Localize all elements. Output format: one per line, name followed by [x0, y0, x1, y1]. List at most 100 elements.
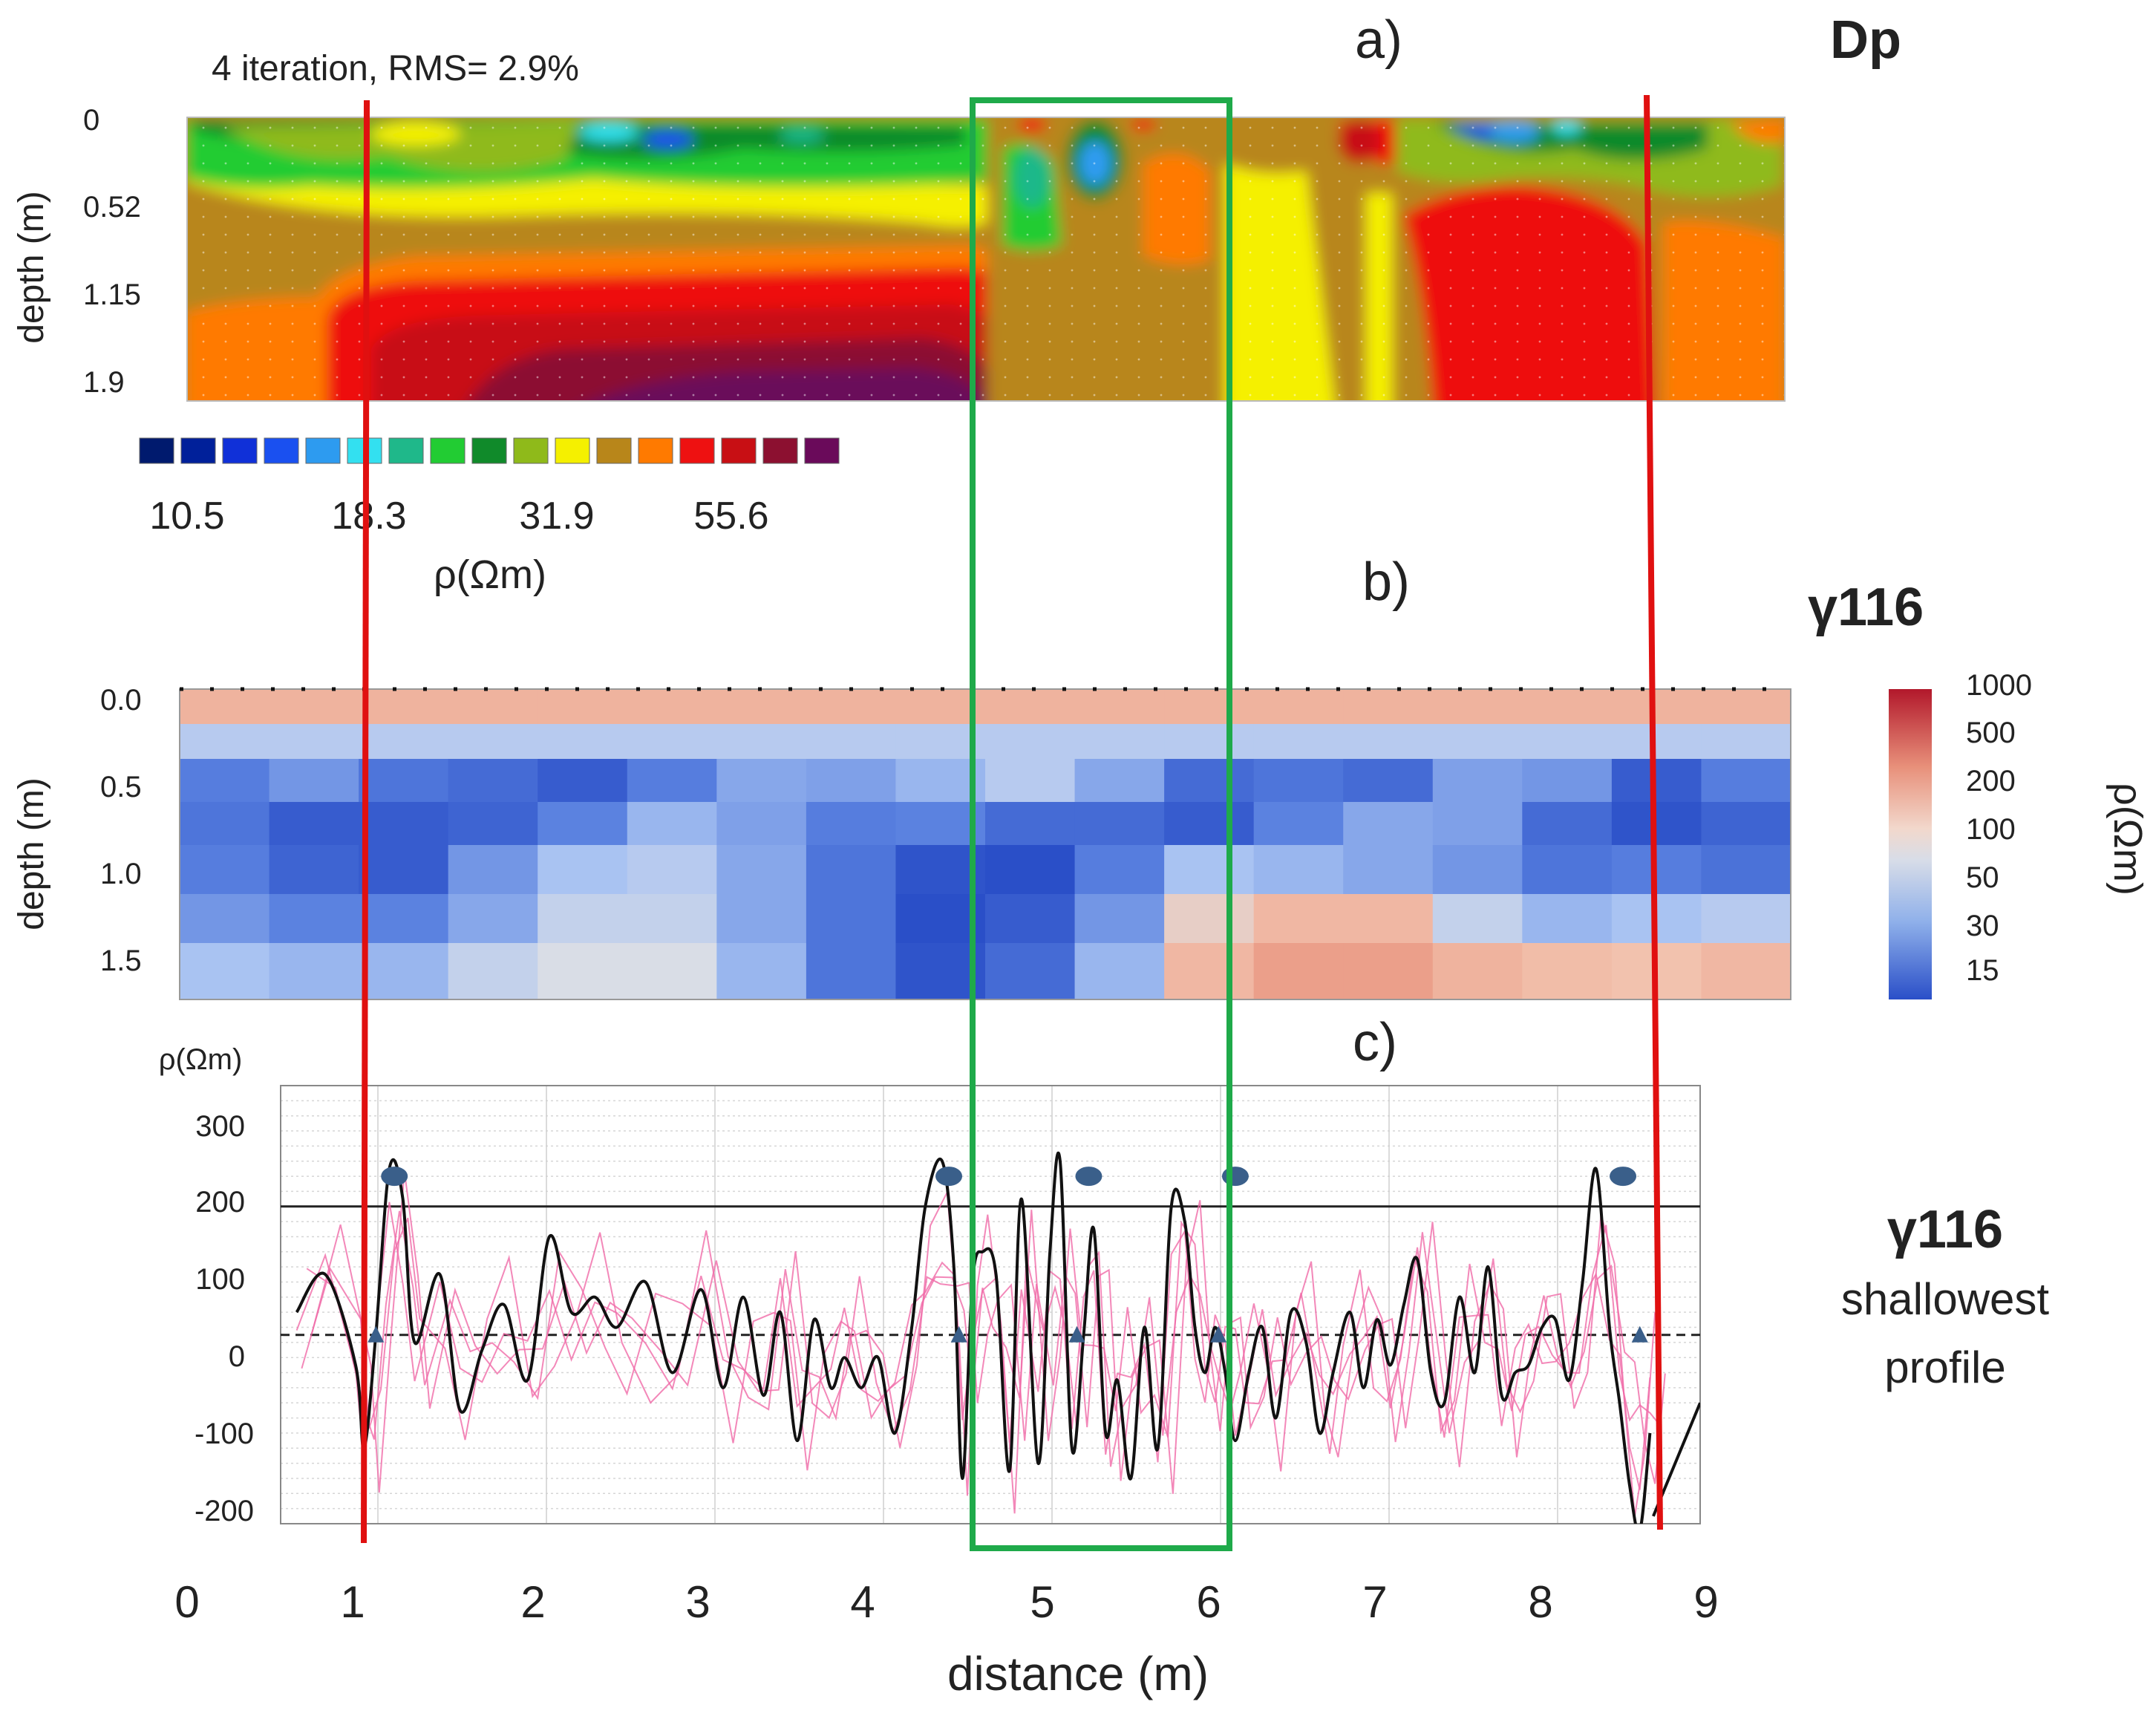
heatmap-cell — [716, 894, 807, 944]
crossing-marker-triangle — [950, 1325, 967, 1343]
panel-c-x-ticks: 0 1 2 3 4 5 6 7 8 9 — [174, 1577, 1718, 1627]
series-line-shallowest-profile — [295, 1151, 1652, 1524]
legend-swatch — [721, 437, 757, 464]
legend-swatch — [555, 437, 590, 464]
panel-a-tag: a) — [1355, 10, 1402, 70]
panel-c-x-tick: 5 — [1030, 1577, 1054, 1627]
heatmap-cell — [627, 802, 717, 846]
heatmap-cell — [538, 724, 628, 760]
heatmap-cell — [985, 689, 1076, 725]
heatmap-cell — [716, 724, 807, 760]
heatmap-cell — [269, 802, 359, 846]
heatmap-cell — [359, 943, 449, 1000]
heatmap-cell — [627, 689, 717, 725]
red-marker-line-left — [361, 100, 370, 1544]
heatmap-cell — [1522, 943, 1613, 1000]
heatmap-cell — [1611, 759, 1702, 803]
panel-c-frame — [280, 1085, 1701, 1524]
heatmap-cell — [985, 724, 1076, 760]
panel-b-tag: b) — [1362, 552, 1410, 612]
red-marker-line-right — [1644, 94, 1663, 1530]
heatmap-cell — [1074, 845, 1165, 895]
heatmap-cell — [1522, 845, 1613, 895]
panel-a-ylabel: depth (m) — [12, 191, 51, 343]
panel-c-x-tick: 8 — [1528, 1577, 1552, 1627]
heatmap-cell — [1164, 689, 1255, 725]
heatmap-cell — [269, 943, 359, 1000]
legend-swatch — [180, 437, 216, 464]
panel-b-colorbar-label: ρ(Ωm) — [2106, 783, 2150, 896]
panel-a-depth-ticks: 0 0.52 1.15 1.9 — [83, 104, 141, 399]
heatmap-cell — [448, 943, 538, 1000]
panel-a: 4 iteration, RMS= 2.9% a) Dp — [12, 10, 1901, 597]
panel-b-frame — [179, 688, 1791, 1000]
heatmap-cell — [1253, 759, 1344, 803]
crossing-marker-triangle — [1210, 1325, 1227, 1343]
legend-swatch — [430, 437, 466, 464]
heatmap-cell — [716, 689, 807, 725]
heatmap-cell — [627, 894, 717, 944]
panel-c-caption-line1: shallowest — [1841, 1274, 2049, 1324]
heatmap-cell — [538, 845, 628, 895]
panel-b-heatmap — [180, 689, 1791, 1000]
heatmap-cell — [1522, 759, 1613, 803]
heatmap-cell — [180, 724, 270, 760]
heatmap-cell — [1074, 759, 1165, 803]
panel-c-xlabel: distance (m) — [947, 1647, 1209, 1700]
heatmap-cell — [269, 894, 359, 944]
heatmap-cell — [1701, 759, 1791, 803]
legend-swatch — [596, 437, 632, 464]
heatmap-cell — [448, 759, 538, 803]
heatmap-cell — [538, 943, 628, 1000]
heatmap-cell — [1343, 689, 1434, 725]
crossing-marker-triangle — [368, 1325, 385, 1343]
heatmap-cell — [1522, 724, 1613, 760]
panel-c: c) γ116 shallowest profile ρ(Ωm) 300 200… — [159, 1013, 2050, 1700]
heatmap-cell — [1522, 689, 1613, 725]
panel-c-x-tick: 1 — [340, 1577, 365, 1627]
heatmap-cell — [1164, 845, 1255, 895]
panel-a-legend-ticks: 10.5 18.3 31.9 55.6 — [149, 495, 768, 538]
heatmap-cell — [627, 759, 717, 803]
peak-marker-circle — [1075, 1167, 1102, 1187]
panel-b-depth-tick: 0.5 — [100, 771, 142, 803]
panel-b-colorbar-tick: 500 — [1966, 717, 2016, 749]
heatmap-cell — [180, 802, 270, 846]
heatmap-cell — [1253, 689, 1344, 725]
panel-c-method: γ116 — [1887, 1200, 2003, 1259]
panel-a-depth-tick: 0 — [83, 104, 99, 137]
heatmap-cell — [180, 943, 270, 1000]
heatmap-cell — [1343, 759, 1434, 803]
panel-a-legend-tick: 31.9 — [519, 495, 594, 538]
heatmap-cell — [269, 724, 359, 760]
heatmap-cell — [1432, 845, 1523, 895]
panel-c-pink-traces — [295, 1171, 1666, 1516]
heatmap-cell — [1432, 943, 1523, 1000]
panel-c-y-tick: -200 — [195, 1495, 254, 1527]
heatmap-cell — [985, 759, 1076, 803]
panel-a-section — [187, 117, 1785, 401]
heatmap-cell — [1343, 894, 1434, 944]
legend-swatch — [513, 437, 549, 464]
panel-a-depth-tick: 1.9 — [83, 366, 125, 399]
panel-a-iteration-text: 4 iteration, RMS= 2.9% — [212, 49, 579, 88]
heatmap-cell — [985, 894, 1076, 944]
panel-a-legend-label: ρ(Ωm) — [434, 552, 546, 597]
heatmap-cell — [985, 802, 1076, 846]
heatmap-cell — [1611, 802, 1702, 846]
panel-c-x-tick: 2 — [520, 1577, 545, 1627]
panel-c-x-tick: 0 — [174, 1577, 199, 1627]
peak-marker-circle — [935, 1167, 963, 1187]
panel-a-legend-tick: 18.3 — [331, 495, 406, 538]
heatmap-cell — [269, 759, 359, 803]
heatmap-cell — [359, 894, 449, 944]
heatmap-cell — [538, 802, 628, 846]
heatmap-cell — [448, 802, 538, 846]
panel-a-legend-tick: 10.5 — [149, 495, 224, 538]
panel-a-method: Dp — [1830, 10, 1901, 70]
legend-swatch — [804, 437, 840, 464]
panel-b-depth-tick: 0.0 — [100, 684, 142, 717]
heatmap-cell — [1701, 802, 1791, 846]
heatmap-cell — [806, 689, 896, 725]
heatmap-cell — [448, 724, 538, 760]
